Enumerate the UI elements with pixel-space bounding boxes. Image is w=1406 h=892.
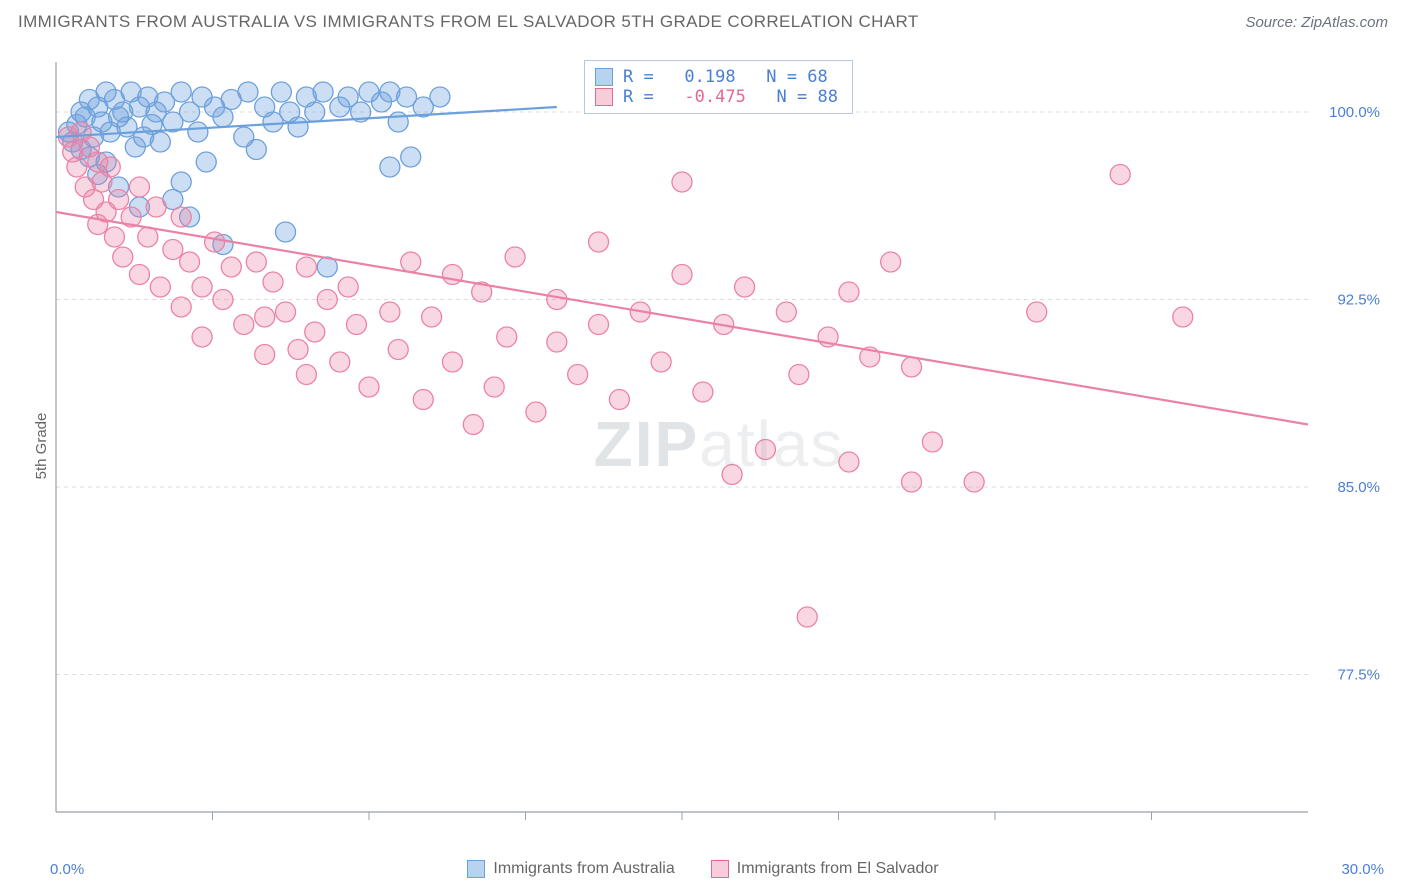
svg-text:100.0%: 100.0% <box>1329 104 1380 121</box>
chart-title: IMMIGRANTS FROM AUSTRALIA VS IMMIGRANTS … <box>18 12 919 32</box>
legend-swatch <box>595 88 613 106</box>
legend-label: Immigrants from Australia <box>493 860 674 878</box>
x-axis-max-label: 30.0% <box>1341 861 1384 878</box>
legend-item: Immigrants from Australia <box>467 860 674 878</box>
legend-swatch <box>595 68 613 86</box>
plot-area: 77.5%85.0%92.5%100.0% ZIPatlas <box>50 56 1388 832</box>
x-axis-min-label: 0.0% <box>50 861 84 878</box>
scatter-plot-svg: 77.5% 85.0% 92.5% 100.0% <box>50 56 1388 832</box>
legend-swatch <box>467 860 485 878</box>
legend-label: Immigrants from El Salvador <box>737 860 939 878</box>
legend-item: Immigrants from El Salvador <box>711 860 939 878</box>
y-axis-label: 5th Grade <box>33 413 50 480</box>
chart-source: Source: ZipAtlas.com <box>1245 14 1388 31</box>
series-legend: Immigrants from Australia Immigrants from… <box>467 860 938 878</box>
legend-box-row: R = 0.198 N = 68 <box>595 67 838 87</box>
svg-text:85.0%: 85.0% <box>1337 479 1380 496</box>
svg-text:92.5%: 92.5% <box>1337 292 1380 309</box>
correlation-legend-box: R = 0.198 N = 68R = -0.475 N = 88 <box>584 60 853 114</box>
legend-swatch <box>711 860 729 878</box>
legend-stats-text: R = 0.198 N = 68 <box>623 67 828 87</box>
legend-stats-text: R = -0.475 N = 88 <box>623 87 838 107</box>
legend-box-row: R = -0.475 N = 88 <box>595 87 838 107</box>
chart-header: IMMIGRANTS FROM AUSTRALIA VS IMMIGRANTS … <box>0 0 1406 38</box>
chart-container: IMMIGRANTS FROM AUSTRALIA VS IMMIGRANTS … <box>0 0 1406 892</box>
svg-text:77.5%: 77.5% <box>1337 667 1380 684</box>
chart-footer: 0.0% Immigrants from AustraliaImmigrants… <box>0 860 1406 878</box>
